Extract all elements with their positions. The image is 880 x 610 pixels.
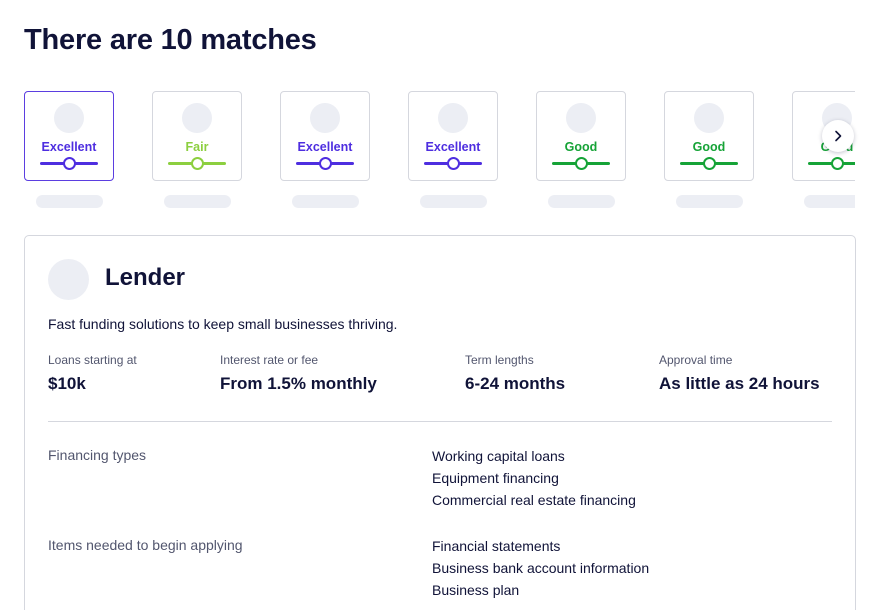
stat-interest-rate: Interest rate or fee From 1.5% monthly — [220, 353, 377, 394]
items-needed-label: Items needed to begin applying — [48, 537, 243, 553]
financing-types-list: Working capital loans Equipment financin… — [432, 445, 636, 511]
lender-logo — [48, 259, 89, 300]
rating-meter-knob — [63, 157, 76, 170]
lender-logo-placeholder — [310, 103, 340, 133]
stat-label: Interest rate or fee — [220, 353, 319, 367]
match-rating-label: Excellent — [425, 140, 481, 154]
lender-name-placeholder — [804, 195, 855, 208]
stat-value: From 1.5% monthly — [220, 374, 377, 393]
lender-name-placeholder — [164, 195, 231, 208]
list-item: Business bank account information — [432, 560, 650, 576]
lender-name-placeholder — [676, 195, 743, 208]
lender-logo-placeholder — [566, 103, 596, 133]
stat-value: As little as 24 hours — [659, 374, 820, 393]
rating-meter-knob — [831, 157, 844, 170]
lender-card-column: Excellent — [24, 91, 114, 216]
lender-name-placeholder — [292, 195, 359, 208]
lender-name-placeholder — [420, 195, 487, 208]
items-needed-list: Financial statements Business bank accou… — [432, 535, 649, 601]
lender-name-placeholder — [36, 195, 103, 208]
lender-card-column: Excellent — [408, 91, 498, 216]
lender-card[interactable]: Excellent — [24, 91, 114, 181]
lender-card-column: Good — [536, 91, 626, 216]
match-rating-label: Good — [564, 140, 598, 154]
rating-meter-knob — [447, 157, 460, 170]
section-divider — [48, 421, 832, 422]
lender-name: Lender — [105, 264, 186, 291]
lender-logo-placeholder — [54, 103, 84, 133]
lender-name-placeholder — [548, 195, 615, 208]
list-item: Business plan — [432, 582, 520, 598]
lender-card[interactable]: Good — [664, 91, 754, 181]
stat-value: $10k — [48, 374, 86, 393]
rating-meter-knob — [191, 157, 204, 170]
stat-label: Term lengths — [465, 353, 534, 367]
lender-card-column: Good — [792, 91, 855, 216]
lender-logo-placeholder — [182, 103, 212, 133]
chevron-right-icon — [835, 130, 842, 142]
page-title: There are 10 matches — [24, 24, 317, 56]
lender-card[interactable]: Excellent — [408, 91, 498, 181]
list-item: Financial statements — [432, 538, 561, 554]
lender-logo-placeholder — [438, 103, 468, 133]
stat-approval-time: Approval time As little as 24 hours — [659, 353, 820, 394]
rating-meter-knob — [575, 157, 588, 170]
carousel-next-button[interactable] — [822, 120, 854, 152]
lender-tagline: Fast funding solutions to keep small bus… — [48, 316, 398, 332]
stat-loans-starting: Loans starting at $10k — [48, 353, 137, 394]
lender-card[interactable]: Fair — [152, 91, 242, 181]
list-item: Equipment financing — [432, 470, 559, 486]
rating-meter-knob — [703, 157, 716, 170]
lender-carousel: Excellent Fair Excellent — [24, 91, 855, 216]
financing-types-label: Financing types — [48, 447, 147, 463]
list-item: Working capital loans — [432, 448, 565, 464]
match-rating-label: Good — [692, 140, 726, 154]
stat-term-lengths: Term lengths 6-24 months — [465, 353, 565, 394]
lender-detail-panel: Lender Fast funding solutions to keep sm… — [24, 235, 856, 610]
lender-card-column: Fair — [152, 91, 242, 216]
lender-card-column: Excellent — [280, 91, 370, 216]
lender-card-column: Good — [664, 91, 754, 216]
stat-value: 6-24 months — [465, 374, 566, 393]
match-rating-label: Excellent — [297, 140, 353, 154]
match-rating-label: Excellent — [41, 140, 97, 154]
stat-label: Approval time — [659, 353, 733, 367]
rating-meter-knob — [319, 157, 332, 170]
lender-card[interactable]: Good — [536, 91, 626, 181]
stat-label: Loans starting at — [48, 353, 137, 367]
lender-logo-placeholder — [694, 103, 724, 133]
match-rating-label: Fair — [185, 140, 209, 154]
lender-card[interactable]: Excellent — [280, 91, 370, 181]
list-item: Commercial real estate financing — [432, 492, 636, 508]
